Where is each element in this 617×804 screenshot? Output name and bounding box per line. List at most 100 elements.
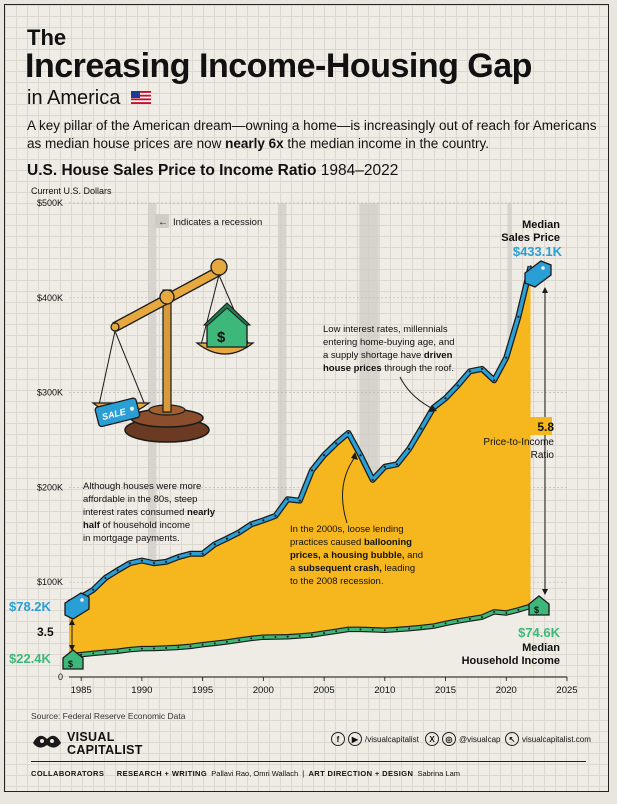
end-ratio-arrow-up — [542, 287, 548, 293]
x-icon[interactable]: X — [425, 732, 439, 746]
y-tick-label: $100K — [37, 577, 63, 587]
income-point — [456, 620, 459, 623]
income-point — [480, 616, 483, 619]
svg-text:interest rates consumed nearly: interest rates consumed nearly — [83, 507, 216, 518]
website-link[interactable]: visualcapitalist.com — [522, 734, 591, 744]
income-point — [262, 636, 265, 639]
price-point — [298, 499, 301, 502]
annotation-2000s-arrow — [342, 456, 356, 524]
page-title: Increasing Income-Housing Gap — [25, 47, 532, 85]
source-note: Source: Federal Reserve Economic Data — [31, 711, 186, 721]
cursor-icon[interactable]: ↖ — [505, 732, 519, 746]
income-point — [250, 637, 253, 640]
svg-text:Although houses were more: Although houses were more — [83, 481, 201, 492]
end-price-title-2: Sales Price — [501, 232, 560, 244]
x-tick-label: 2010 — [374, 685, 395, 696]
price-point — [189, 552, 192, 555]
y-tick-label: $300K — [37, 388, 63, 398]
balance-scale-illustration: $ SALE — [91, 258, 255, 443]
income-point — [310, 633, 313, 636]
income-point — [153, 647, 156, 650]
house-dollar-icon: $ — [217, 329, 226, 346]
income-point — [225, 640, 228, 643]
price-point — [395, 463, 399, 466]
annotation-2000s: In the 2000s, loose lending practices ca… — [290, 524, 423, 587]
intro-paragraph: A key pillar of the American dream—ownin… — [27, 118, 597, 151]
income-point — [505, 611, 508, 614]
price-point — [444, 397, 447, 400]
annotation-eighties: Although houses were more affordable in … — [83, 481, 216, 544]
income-point — [359, 628, 362, 631]
price-point — [92, 588, 95, 591]
svg-text:Low interest rates, millennial: Low interest rates, millennials — [323, 324, 448, 335]
x-tick-label: 2025 — [556, 685, 577, 696]
income-point — [104, 651, 107, 654]
price-point — [335, 442, 338, 445]
income-area-fill — [69, 606, 531, 677]
income-point — [420, 626, 423, 629]
start-income-marker: $ — [62, 649, 84, 670]
price-point — [371, 478, 374, 481]
price-point — [322, 454, 326, 457]
youtube-icon[interactable]: ▶ — [348, 732, 362, 746]
income-point — [323, 632, 326, 635]
income-point — [298, 634, 301, 637]
income-point — [116, 650, 119, 653]
x-tick-label: 2000 — [253, 685, 274, 696]
end-income-dollar-icon: $ — [534, 605, 539, 615]
price-point — [140, 559, 143, 562]
income-point — [286, 635, 289, 638]
start-ratio-arrow-up — [69, 619, 75, 625]
social-handle-1[interactable]: /visualcapitalist — [365, 734, 419, 744]
income-point — [274, 635, 277, 638]
price-point — [177, 555, 180, 559]
social-facebook-youtube[interactable]: f ▶ /visualcapitalist — [331, 732, 419, 746]
y-tick-label: $400K — [37, 293, 63, 303]
price-point — [225, 537, 229, 540]
price-point — [529, 265, 532, 268]
start-ratio-label: 3.5 — [37, 625, 54, 639]
visual-capitalist-logo-icon — [33, 735, 61, 748]
price-point — [420, 427, 423, 430]
price-point — [468, 370, 471, 373]
end-income-title-2: Household Income — [462, 655, 560, 667]
instagram-icon[interactable]: ◎ — [442, 732, 456, 746]
social-handle-2[interactable]: @visualcap — [459, 734, 501, 744]
x-tick-label: 2015 — [435, 685, 456, 696]
income-point — [371, 628, 374, 631]
price-point — [262, 519, 265, 522]
income-point — [213, 642, 216, 645]
y-axis-unit-label: Current U.S. Dollars — [31, 186, 112, 196]
infographic: The Increasing Income-Housing Gap in Ame… — [4, 4, 609, 792]
end-ratio-title-1: Price-to-Income — [483, 437, 554, 448]
x-tick-labels: 1985 1990 1995 2000 2005 2010 2015 2020 2025 — [69, 676, 578, 696]
price-point — [286, 498, 289, 501]
income-point — [444, 622, 447, 625]
income-point — [165, 646, 168, 649]
social-x-instagram[interactable]: X ◎ @visualcap — [425, 732, 500, 746]
title-subline: in America — [27, 87, 121, 109]
income-point — [432, 625, 435, 628]
end-ratio-title-2: Ratio — [531, 450, 555, 461]
end-income-title-1: Median — [522, 642, 560, 654]
social-website[interactable]: ↖ visualcapitalist.com — [505, 732, 591, 746]
price-point — [383, 465, 386, 468]
end-ratio-bg — [526, 417, 552, 435]
svg-text:to the 2008 recession.: to the 2008 recession. — [290, 576, 383, 587]
price-area-fill — [69, 266, 531, 677]
price-point — [505, 356, 508, 359]
title-prefix: The — [27, 25, 67, 50]
income-point — [347, 628, 350, 631]
chart-svg: 0 $100K $200K $300K $400K $500K 1985 1990 1995 2… — [9, 198, 578, 696]
x-tick-label: 1995 — [192, 685, 213, 696]
annotation-recent-arrow — [399, 376, 434, 410]
facebook-icon[interactable]: f — [331, 732, 345, 746]
price-point — [480, 367, 484, 370]
price-point — [165, 560, 168, 563]
start-price-marker — [64, 592, 90, 620]
end-price-title-1: Median — [522, 219, 560, 231]
svg-text:a supply shortage have driven: a supply shortage have driven — [323, 350, 453, 361]
y-tick-label: 0 — [58, 672, 63, 682]
start-ratio-arrow-down — [69, 645, 75, 651]
price-point — [201, 552, 204, 555]
